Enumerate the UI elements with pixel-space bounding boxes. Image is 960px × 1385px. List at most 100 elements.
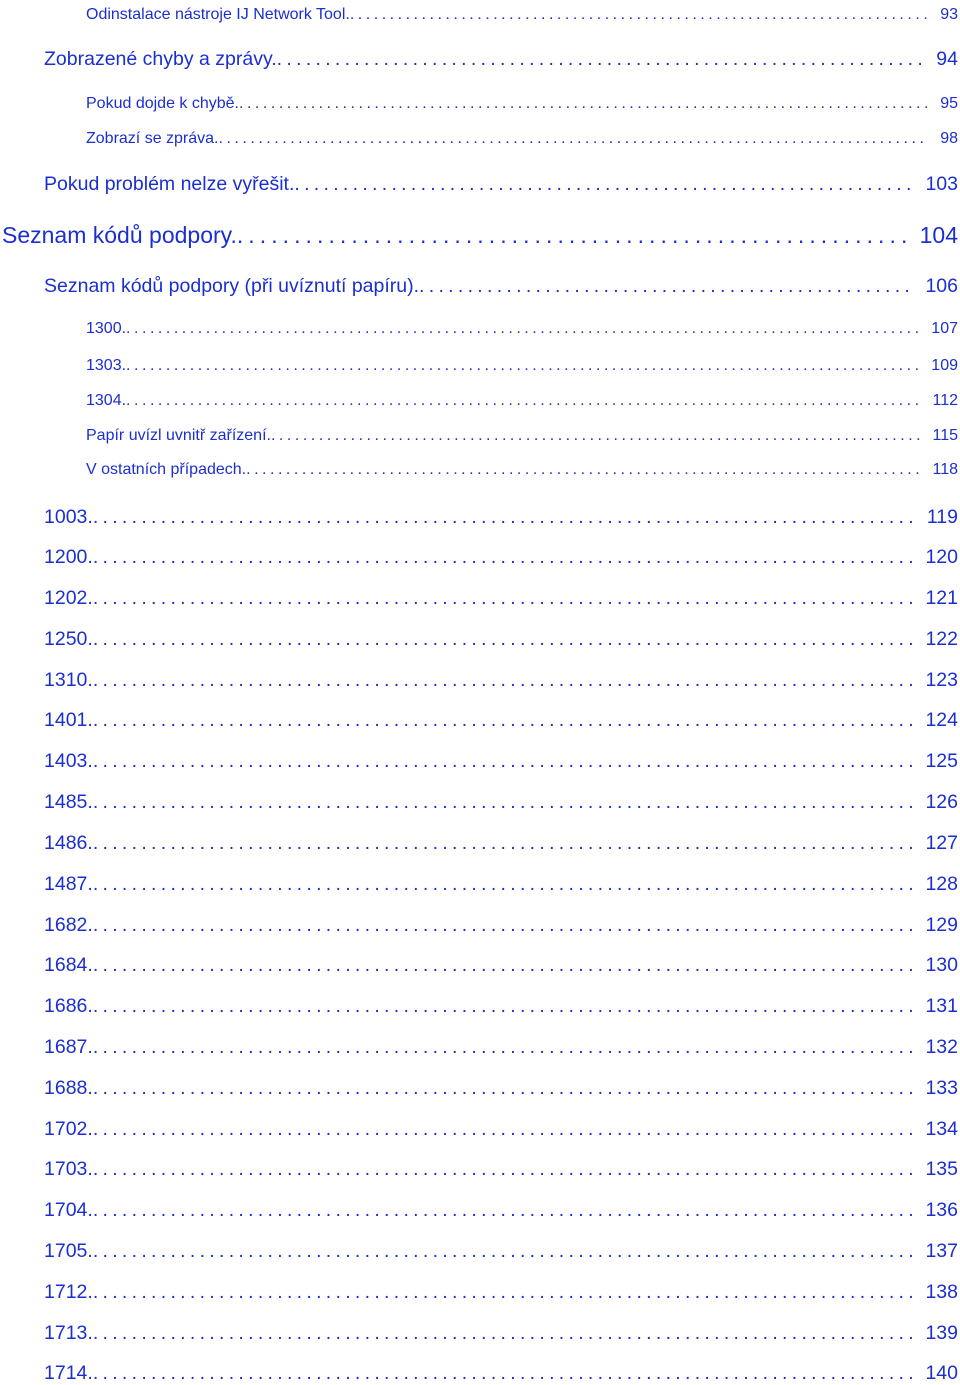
toc-entry[interactable]: Papír uvízl uvnitř zařízení.............… (86, 426, 958, 446)
toc-entry-title: 1702. (44, 1118, 93, 1140)
toc-entry[interactable]: 1712....................................… (44, 1280, 958, 1304)
dot-leader: ........................................… (126, 357, 920, 374)
toc-entry[interactable]: 1687....................................… (44, 1035, 958, 1059)
toc-entry[interactable]: 1486....................................… (44, 831, 958, 855)
toc-entry[interactable]: 1300....................................… (86, 319, 958, 339)
dot-leader: ........................................… (92, 1322, 914, 1344)
toc-entry[interactable]: 1704....................................… (44, 1198, 958, 1222)
toc-entry[interactable]: 1702....................................… (44, 1117, 958, 1141)
dot-leader: ........................................… (92, 832, 914, 854)
dot-leader: ........................................… (349, 6, 928, 23)
toc-entry-title: 1703. (44, 1158, 93, 1180)
toc-entry[interactable]: 1303....................................… (86, 356, 958, 376)
toc-entry-title: 1487. (44, 873, 93, 895)
toc-entry-title: 1712. (44, 1281, 93, 1303)
toc-entry-page-number: 124 (925, 709, 958, 731)
toc-entry[interactable]: 1686....................................… (44, 994, 958, 1018)
toc-entry-title: 1688. (44, 1077, 93, 1099)
dot-leader: ........................................… (92, 587, 914, 609)
dot-leader: ........................................… (294, 173, 914, 195)
toc-entry-page-number: 140 (925, 1362, 958, 1384)
toc-entry-page-number: 122 (925, 628, 958, 650)
dot-leader: ........................................… (92, 954, 914, 976)
dot-leader: ........................................… (92, 709, 914, 731)
toc-entry[interactable]: 1684....................................… (44, 953, 958, 977)
toc-entry[interactable]: Pokud dojde k chybě.....................… (86, 94, 958, 114)
dot-leader: ........................................… (92, 506, 915, 528)
toc-entry-title: 1486. (44, 832, 93, 854)
toc-entry-page-number: 94 (936, 48, 958, 70)
toc-entry-title: 1304. (86, 392, 127, 409)
toc-entry[interactable]: 1200....................................… (44, 545, 958, 569)
toc-entry[interactable]: Zobrazené chyby a zprávy................… (44, 47, 958, 71)
dot-leader: ........................................… (276, 48, 925, 70)
toc-entry-title: 1485. (44, 791, 93, 813)
toc-entry[interactable]: 1705....................................… (44, 1239, 958, 1263)
toc-entry-page-number: 120 (925, 546, 958, 568)
toc-entry[interactable]: 1682....................................… (44, 913, 958, 937)
toc-entry-page-number: 118 (932, 461, 958, 478)
dot-leader: ........................................… (270, 427, 921, 444)
dot-leader: ........................................… (92, 1036, 914, 1058)
toc-entry-title: Zobrazí se zpráva. (86, 130, 219, 147)
toc-entry-page-number: 127 (925, 832, 958, 854)
toc-entry[interactable]: 1713....................................… (44, 1321, 958, 1345)
toc-entry-page-number: 121 (925, 587, 958, 609)
dot-leader: ........................................… (92, 669, 914, 691)
toc-entry[interactable]: 1250....................................… (44, 627, 958, 651)
dot-leader: ........................................… (92, 1281, 914, 1303)
dot-leader: ........................................… (419, 275, 914, 297)
toc-entry[interactable]: 1401....................................… (44, 708, 958, 732)
toc-entry-title: Pokud problém nelze vyřešit. (44, 173, 295, 195)
toc-entry-title: 1303. (86, 357, 127, 374)
dot-leader: ........................................… (126, 320, 920, 337)
dot-leader: ........................................… (92, 546, 914, 568)
toc-entry-title: 1403. (44, 750, 93, 772)
toc-entry[interactable]: 1310....................................… (44, 668, 958, 692)
toc-entry[interactable]: Seznam kódů podpory.....................… (2, 221, 958, 249)
toc-entry-title: 1682. (44, 914, 93, 936)
toc-entry-title: 1401. (44, 709, 93, 731)
toc-entry-page-number: 104 (919, 222, 958, 248)
dot-leader: ........................................… (92, 1362, 914, 1384)
toc-entry-page-number: 93 (940, 6, 958, 23)
toc-entry-page-number: 109 (931, 357, 958, 374)
toc-entry[interactable]: 1714....................................… (44, 1361, 958, 1385)
toc-entry[interactable]: 1403....................................… (44, 749, 958, 773)
toc-entry-page-number: 130 (925, 954, 958, 976)
dot-leader: ........................................… (92, 995, 914, 1017)
toc-entry[interactable]: V ostatních případech...................… (86, 460, 958, 480)
toc-entry-page-number: 103 (925, 173, 958, 195)
toc-entry-page-number: 134 (925, 1118, 958, 1140)
toc-entry[interactable]: 1485....................................… (44, 790, 958, 814)
toc-entry-title: 1687. (44, 1036, 93, 1058)
toc-entry[interactable]: Seznam kódů podpory (při uvíznutí papíru… (44, 274, 958, 298)
toc-entry[interactable]: 1003....................................… (44, 505, 958, 529)
toc-entry[interactable]: 1202....................................… (44, 586, 958, 610)
toc-entry-title: 1684. (44, 954, 93, 976)
toc-entry-page-number: 95 (940, 95, 958, 112)
dot-leader: ........................................… (92, 628, 914, 650)
toc-entry[interactable]: 1304....................................… (86, 391, 958, 411)
toc-entry[interactable]: Zobrazí se zpráva.......................… (86, 129, 958, 149)
dot-leader: ........................................… (218, 130, 929, 147)
toc-entry-title: 1714. (44, 1362, 93, 1384)
toc-entry[interactable]: 1688....................................… (44, 1076, 958, 1100)
toc-entry-page-number: 106 (925, 275, 958, 297)
toc-entry[interactable]: 1703....................................… (44, 1157, 958, 1181)
toc-entry-page-number: 107 (931, 320, 958, 337)
toc-entry-page-number: 98 (940, 130, 958, 147)
toc-entry[interactable]: Pokud problém nelze vyřešit.............… (44, 172, 958, 196)
dot-leader: ........................................… (92, 914, 914, 936)
dot-leader: ........................................… (92, 1158, 914, 1180)
toc-entry-page-number: 137 (925, 1240, 958, 1262)
toc-entry-page-number: 132 (925, 1036, 958, 1058)
dot-leader: ........................................… (239, 95, 928, 112)
toc-entry[interactable]: Odinstalace nástroje IJ Network Tool....… (86, 5, 958, 25)
toc-entry[interactable]: 1487....................................… (44, 872, 958, 896)
toc-entry-page-number: 119 (926, 506, 958, 528)
toc-entry-title: 1310. (44, 669, 93, 691)
toc-entry-title: Seznam kódů podpory. (2, 222, 237, 248)
toc-entry-title: 1300. (86, 320, 127, 337)
